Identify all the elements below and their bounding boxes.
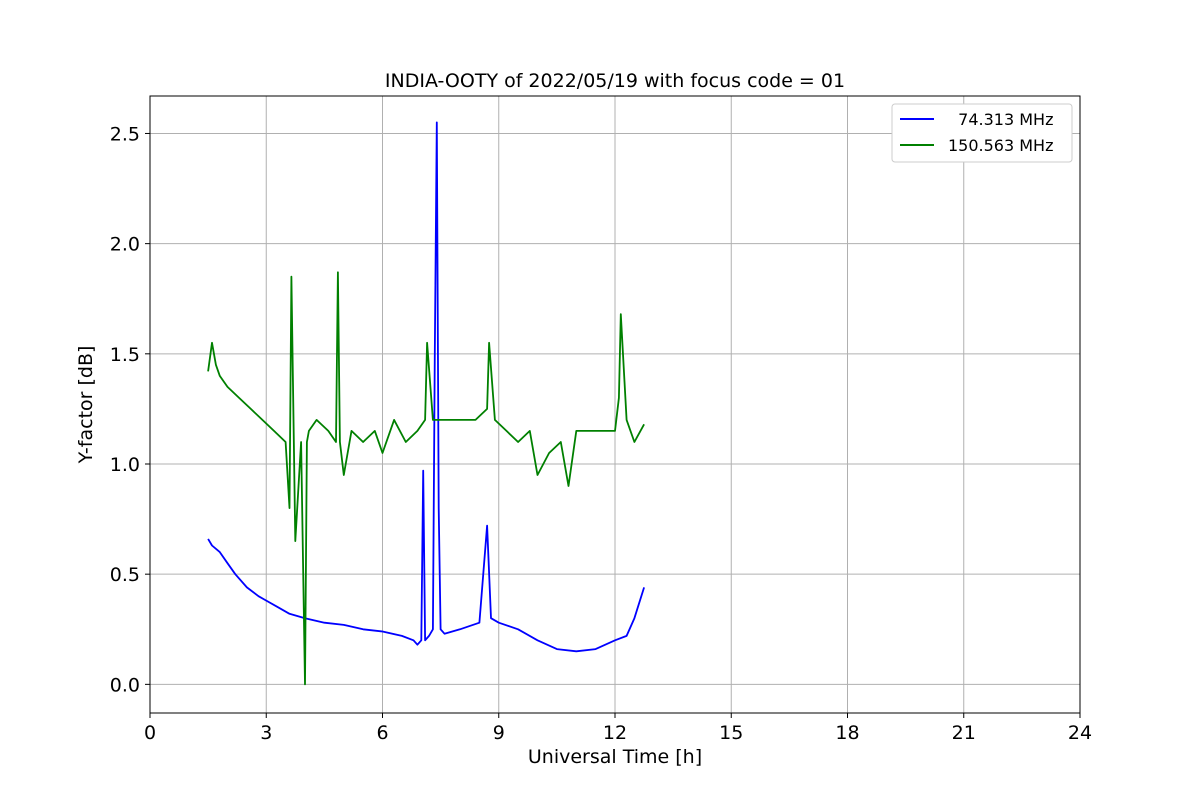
x-tick-label: 3	[260, 722, 272, 744]
tick-layer: 0 3 6 9 12 15 18 21 24 0.0 0.5 1.0 1.5 2.0 2.5	[110, 123, 1092, 744]
x-tick-label: 12	[603, 722, 627, 744]
y-tick-label: 1.5	[110, 344, 140, 366]
x-tick-label: 15	[719, 722, 743, 744]
legend-label-150mhz: 150.563 MHz	[948, 136, 1053, 155]
series-line-0	[207, 121, 645, 653]
y-tick-label: 2.0	[110, 234, 140, 256]
x-tick-label: 18	[835, 722, 859, 744]
legend-label-74mhz: 74.313 MHz	[948, 110, 1053, 129]
x-tick-label: 0	[144, 722, 156, 744]
chart-title: INDIA-OOTY of 2022/05/19 with focus code…	[385, 70, 845, 92]
y-axis-label: Y-factor [dB]	[75, 346, 97, 465]
legend-box	[891, 103, 1073, 163]
y-tick-label: 1.0	[110, 454, 140, 476]
x-tick-label: 9	[493, 722, 505, 744]
x-axis-label: Universal Time [h]	[528, 746, 702, 768]
x-tick-label: 6	[376, 722, 388, 744]
series-line-1	[207, 271, 645, 686]
legend: 74.313 MHz 150.563 MHz	[891, 103, 1073, 163]
x-tick-label: 24	[1068, 722, 1092, 744]
y-tick-label: 0.5	[110, 564, 140, 586]
x-tick-label: 21	[952, 722, 976, 744]
y-tick-label: 0.0	[110, 674, 140, 696]
series-layer	[207, 121, 645, 686]
y-tick-label: 2.5	[110, 123, 140, 145]
